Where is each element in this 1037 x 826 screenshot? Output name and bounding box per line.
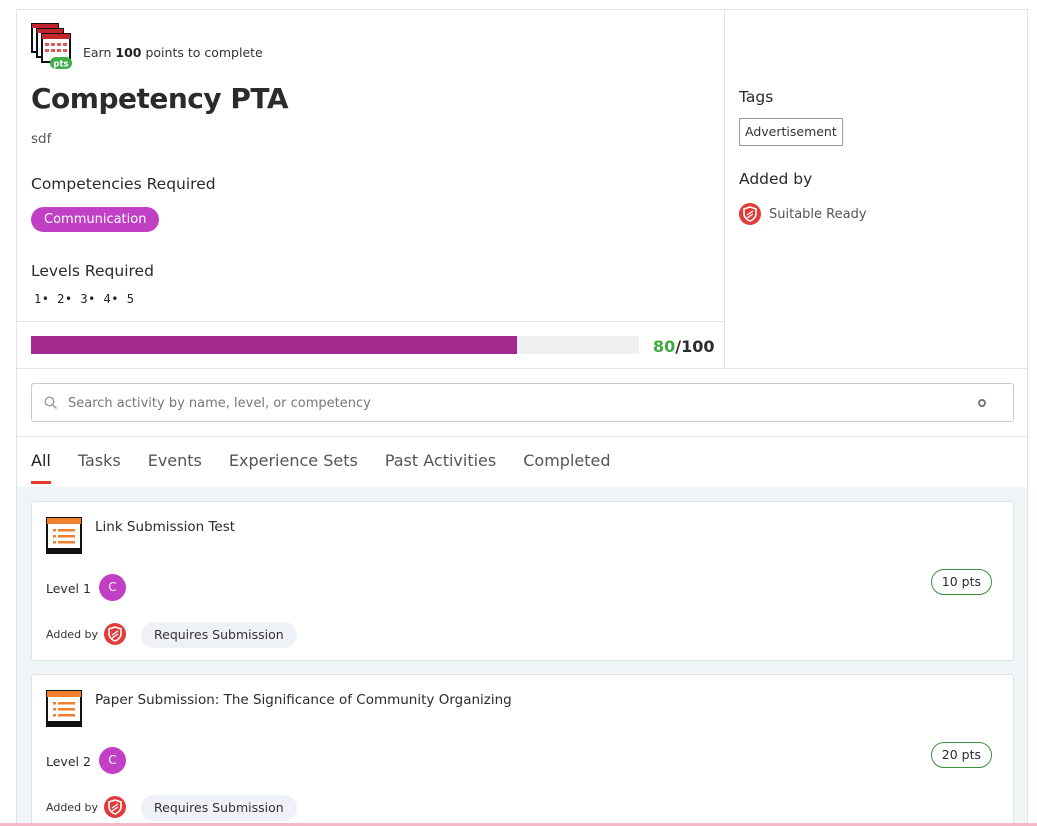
points-badge: 10 pts bbox=[930, 569, 992, 595]
competency-card: pts Earn 100 points to complete Competen… bbox=[16, 9, 1028, 826]
levels-list: 1• 2• 3• 4• 5 bbox=[34, 292, 135, 306]
activity-card[interactable]: Paper Submission: The Significance of Co… bbox=[31, 674, 1014, 826]
added-by-label: Added by bbox=[46, 627, 99, 641]
author-shield-icon bbox=[739, 203, 761, 225]
activity-title[interactable]: Paper Submission: The Significance of Co… bbox=[95, 692, 512, 708]
progress-bar-fill bbox=[31, 336, 518, 354]
competency-avatar: C bbox=[99, 747, 126, 774]
activity-level: Level 1 bbox=[46, 581, 91, 596]
tab-completed[interactable]: Completed bbox=[523, 451, 611, 470]
tab-events[interactable]: Events bbox=[147, 451, 202, 470]
activity-added-by: Added by bbox=[46, 623, 127, 645]
progress-text: 80/100 bbox=[653, 337, 715, 356]
earn-points-text: Earn 100 points to complete bbox=[83, 45, 263, 60]
progress-total: /100 bbox=[675, 337, 715, 356]
page-description: sdf bbox=[31, 131, 52, 147]
competency-details: pts Earn 100 points to complete Competen… bbox=[17, 10, 725, 368]
page-title: Competency PTA bbox=[31, 82, 289, 115]
activity-level: Level 2 bbox=[46, 754, 91, 769]
task-list-icon bbox=[46, 690, 82, 731]
activity-card[interactable]: Link Submission Test Level 1 C 10 pts Ad… bbox=[31, 501, 1014, 661]
tab-all[interactable]: All bbox=[31, 451, 51, 484]
requires-submission-chip: Requires Submission bbox=[141, 622, 297, 648]
levels-required-label: Levels Required bbox=[31, 262, 154, 280]
progress-bar bbox=[31, 336, 639, 354]
author-shield-icon[interactable] bbox=[104, 623, 127, 645]
search-box bbox=[31, 383, 1014, 422]
tab-experience-sets[interactable]: Experience Sets bbox=[228, 451, 358, 470]
activity-tabs: All Tasks Events Experience Sets Past Ac… bbox=[31, 451, 638, 484]
earn-points-value: 100 bbox=[115, 45, 142, 60]
progress-current: 80 bbox=[653, 337, 676, 356]
search-icon bbox=[44, 395, 58, 414]
divider bbox=[17, 321, 725, 322]
added-by-label: Added by bbox=[46, 800, 99, 814]
competency-pill-communication[interactable]: Communication bbox=[31, 207, 160, 232]
added-by-label: Added by bbox=[739, 170, 813, 188]
competencies-required-label: Competencies Required bbox=[31, 175, 216, 193]
points-stack-icon: pts bbox=[31, 23, 75, 71]
points-badge: 20 pts bbox=[930, 742, 992, 768]
activity-title[interactable]: Link Submission Test bbox=[95, 519, 236, 535]
clear-search-icon[interactable] bbox=[978, 399, 986, 407]
svg-text:pts: pts bbox=[53, 60, 68, 70]
divider bbox=[17, 436, 1027, 437]
meta-panel: Tags Advertisement Added by Suitable Rea… bbox=[725, 68, 1027, 368]
requires-submission-chip: Requires Submission bbox=[141, 795, 297, 821]
activity-added-by: Added by bbox=[46, 796, 127, 818]
author-name: Suitable Ready bbox=[769, 206, 867, 222]
search-input[interactable] bbox=[68, 392, 948, 414]
task-list-icon bbox=[46, 517, 82, 558]
tab-past-activities[interactable]: Past Activities bbox=[384, 451, 497, 470]
activity-list: Link Submission Test Level 1 C 10 pts Ad… bbox=[17, 487, 1027, 826]
tag-advertisement[interactable]: Advertisement bbox=[739, 118, 843, 146]
tags-label: Tags bbox=[739, 88, 774, 106]
competency-avatar: C bbox=[99, 574, 126, 601]
author-shield-icon[interactable] bbox=[104, 796, 127, 818]
author[interactable]: Suitable Ready bbox=[739, 203, 867, 225]
bottom-accent-line bbox=[0, 823, 1037, 826]
tab-tasks[interactable]: Tasks bbox=[77, 451, 121, 470]
divider bbox=[17, 368, 1027, 369]
